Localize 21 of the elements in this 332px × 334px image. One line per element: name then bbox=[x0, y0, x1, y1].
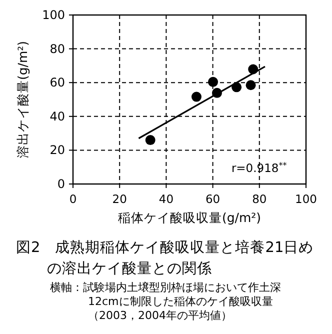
x-tick-label: 20 bbox=[112, 192, 127, 206]
y-tick-label: 100 bbox=[42, 8, 65, 22]
y-tick-label: 80 bbox=[50, 42, 65, 56]
y-tick-label: 0 bbox=[57, 177, 65, 191]
point bbox=[246, 80, 256, 90]
x-tick-label: 80 bbox=[252, 192, 267, 206]
y-tick-label: 20 bbox=[50, 143, 65, 158]
point bbox=[208, 76, 218, 87]
text: 横軸：試験場内土壌型別枠ほ場において作土深12cmに制限した稲体のケイ酸吸収量（2003，2004年の平均値） bbox=[49, 281, 282, 323]
x-tick-label: 100 bbox=[295, 192, 317, 206]
annotation: r=0.918$^{**}$ bbox=[231, 160, 287, 175]
point bbox=[191, 92, 202, 102]
point bbox=[145, 135, 156, 146]
y-axis-title: 溶出ケイ酸量(g/m²) bbox=[15, 40, 30, 158]
y-tick-label: 40 bbox=[50, 109, 65, 124]
x-axis-title: 稲体ケイ酸吸収量(g/m²) bbox=[118, 210, 262, 225]
x-tick-label: 40 bbox=[158, 192, 174, 206]
x-tick-label: 60 bbox=[205, 192, 220, 206]
x-tick-label: 0 bbox=[69, 192, 77, 206]
text: 図2 成熟期稲体ケイ酸吸収量と培養21日めの溶出ケイ酸量との関係 bbox=[15, 238, 315, 279]
y-tick-label: 60 bbox=[50, 76, 65, 90]
